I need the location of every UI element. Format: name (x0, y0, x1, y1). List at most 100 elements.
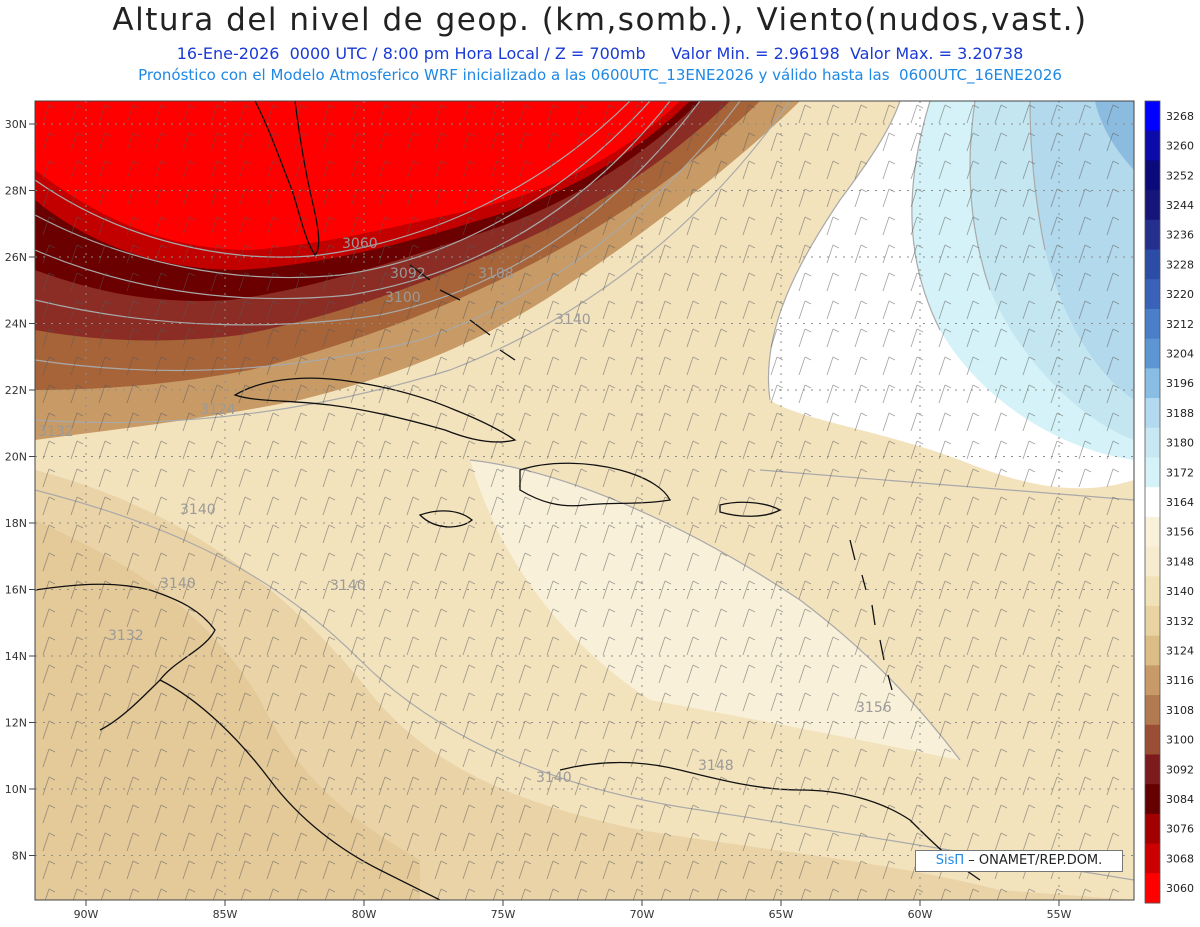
colorbar-label: 3116 (1166, 674, 1194, 687)
south-america-coast (559, 761, 981, 881)
colorbar-label: 3060 (1166, 882, 1194, 895)
lesser-antilles (849, 539, 893, 691)
lon-tick-label: 55W (1047, 908, 1072, 921)
coastlines (35, 101, 981, 900)
lat-tick-label: 12N (5, 717, 27, 730)
bahamas (409, 264, 516, 361)
colorbar-label: 3172 (1166, 466, 1194, 479)
contour-label: 3092 (390, 266, 426, 282)
contour-label: 3132 (38, 424, 74, 440)
colorbar-label: 3068 (1166, 852, 1194, 865)
contour-label: 3140 (160, 576, 196, 592)
colorbar-swatch (1145, 546, 1160, 577)
colorbar-swatch (1145, 219, 1160, 251)
contour-label: 3156 (856, 700, 892, 716)
forecast-date: 16-Ene-2026 (176, 44, 280, 63)
lat-tick-label: 16N (5, 584, 27, 597)
lon-tick-label: 70W (630, 908, 655, 921)
lon-tick-label: 65W (769, 908, 794, 921)
cuba-coast (233, 377, 517, 443)
colorbar-label: 3076 (1166, 823, 1194, 836)
lat-tick-label: 20N (5, 451, 27, 464)
colorbar-swatch (1145, 516, 1160, 548)
colorbar-frame (1144, 100, 1161, 904)
colorbar-label: 3124 (1166, 645, 1194, 658)
lon-tick-label: 80W (352, 908, 377, 921)
contour-label: 3140 (555, 312, 591, 328)
contour-label: 3060 (342, 236, 378, 252)
colorbar-label: 3164 (1166, 496, 1194, 509)
colorbar-label: 3100 (1166, 734, 1194, 747)
colorbar-label: 3252 (1166, 169, 1194, 182)
min-value: Valor Min. = 2.96198 (671, 44, 840, 63)
contour-labels: 3060 3092 3108 3100 3140 3124 3132 3140 3140 3140… (38, 236, 892, 786)
colorbar-swatch (1145, 279, 1160, 310)
colorbar-swatch (1145, 160, 1160, 191)
colorbar-label: 3196 (1166, 377, 1194, 390)
colorbar-label: 3092 (1166, 763, 1194, 776)
max-value: Valor Max. = 3.20738 (849, 44, 1024, 63)
colorbar-swatch (1145, 635, 1160, 666)
colorbar-label: 3180 (1166, 437, 1194, 450)
central-america-coast (159, 679, 441, 900)
colorbar-swatch (1145, 695, 1160, 726)
colorbar-swatch (1145, 754, 1160, 785)
forecast-time: 0000 UTC / 8:00 pm Hora Local / Z = 700m… (289, 44, 646, 63)
lat-tick-label: 14N (5, 650, 27, 663)
colorbar-swatch (1145, 576, 1160, 607)
colorbar-swatch (1145, 724, 1160, 755)
colorbar-label: 3212 (1166, 318, 1194, 331)
lon-tick-label: 85W (213, 908, 238, 921)
colorbar-swatch (1145, 665, 1160, 696)
credit-brand: SisΠ (935, 853, 965, 868)
colorbar-swatch (1145, 338, 1160, 369)
map-title: Altura del nivel de geop. (km,somb.), Vi… (112, 2, 1088, 38)
lon-tick-label: 60W (908, 908, 933, 921)
plot-frame (34, 100, 1135, 901)
latitude-axis: 30N 28N 26N 24N 22N 20N 18N 16N 14N 12N 10N 8N (5, 118, 35, 863)
colorbar: 3268 3260 3252 3244 3236 3228 3220 3212 3204 3196… (1144, 100, 1194, 904)
contour-label: 3148 (698, 758, 734, 774)
longitude-axis: 90W 85W 80W 75W 70W 65W 60W 55W (74, 900, 1072, 921)
colorbar-label: 3260 (1166, 140, 1194, 153)
lat-tick-label: 10N (5, 783, 27, 796)
lon-tick-label: 75W (491, 908, 516, 921)
contour-label: 3108 (478, 266, 514, 282)
lat-tick-label: 28N (5, 185, 27, 198)
contour-label: 3124 (200, 402, 236, 418)
colorbar-swatch (1145, 190, 1160, 221)
colorbar-swatch (1145, 101, 1160, 132)
colorbar-label: 3244 (1166, 199, 1194, 212)
colorbar-swatch (1145, 843, 1160, 874)
colorbar-swatch (1145, 873, 1160, 904)
jamaica-coast (418, 510, 474, 528)
colorbar-label: 3156 (1166, 526, 1194, 539)
colorbar-swatch (1145, 398, 1160, 429)
colorbar-swatch (1145, 368, 1160, 399)
colorbar-label: 3236 (1166, 229, 1194, 242)
lat-tick-label: 18N (5, 517, 27, 530)
colorbar-swatch (1145, 427, 1160, 458)
colorbar-label: 3188 (1166, 407, 1194, 420)
colorbar-label: 3148 (1166, 555, 1194, 568)
lat-tick-label: 8N (12, 850, 27, 863)
lat-tick-label: 30N (5, 118, 27, 131)
subtitle-model-run: Pronóstico con el Modelo Atmosferico WRF… (138, 66, 1062, 84)
lat-lon-grid (35, 101, 1134, 900)
lat-tick-label: 26N (5, 251, 27, 264)
colorbar-label: 3228 (1166, 258, 1194, 271)
hispaniola-coast (519, 462, 671, 507)
colorbar-swatch (1145, 130, 1160, 161)
colorbar-label: 3268 (1166, 110, 1194, 123)
lat-tick-label: 24N (5, 318, 27, 331)
contour-label: 3140 (180, 502, 216, 518)
credit-box: SisΠ – ONAMET/REP.DOM. (915, 850, 1123, 872)
contour-label: 3140 (536, 770, 572, 786)
colorbar-swatch (1145, 605, 1160, 637)
colorbar-label: 3132 (1166, 615, 1194, 628)
colorbar-swatch (1145, 784, 1160, 815)
colorbar-swatch (1145, 487, 1160, 518)
lon-tick-label: 90W (74, 908, 99, 921)
contour-label: 3140 (330, 578, 366, 594)
